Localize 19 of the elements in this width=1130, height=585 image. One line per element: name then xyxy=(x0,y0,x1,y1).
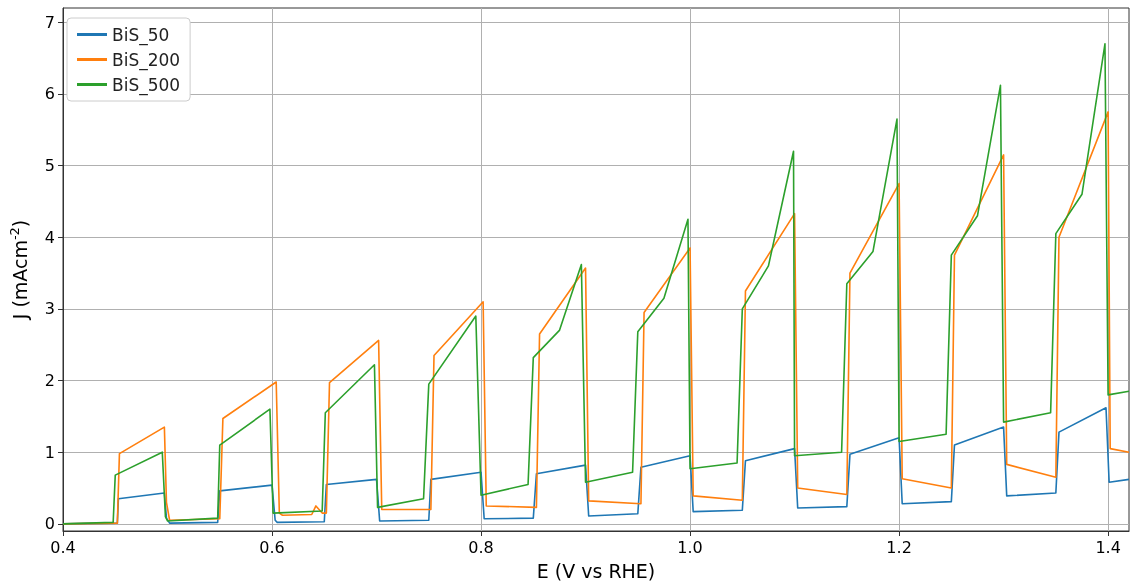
x-axis-title: E (V vs RHE) xyxy=(536,559,656,582)
y-axis-title: J (mAcm-2) xyxy=(7,219,31,321)
y-tick-label: 1 xyxy=(44,442,55,462)
x-tick-label: 1.2 xyxy=(886,537,912,557)
x-tick-label: 0.6 xyxy=(259,537,285,557)
x-tick-label: 0.8 xyxy=(468,537,494,557)
x-tick-label: 1.0 xyxy=(677,537,703,557)
y-tick-label: 4 xyxy=(44,227,55,247)
y-tick-label: 6 xyxy=(44,84,55,104)
x-tick-label: 0.4 xyxy=(50,537,76,557)
y-tick-label: 3 xyxy=(44,299,55,319)
legend-label: BiS_500 xyxy=(112,74,181,96)
y-tick-label: 2 xyxy=(44,371,55,391)
y-tick-label: 5 xyxy=(44,156,55,176)
y-tick-label: 0 xyxy=(44,514,55,534)
y-tick-label: 7 xyxy=(44,12,55,32)
legend-label: BiS_200 xyxy=(112,49,181,71)
x-tick-label: 1.4 xyxy=(1095,537,1121,557)
legend-label: BiS_50 xyxy=(112,24,170,46)
